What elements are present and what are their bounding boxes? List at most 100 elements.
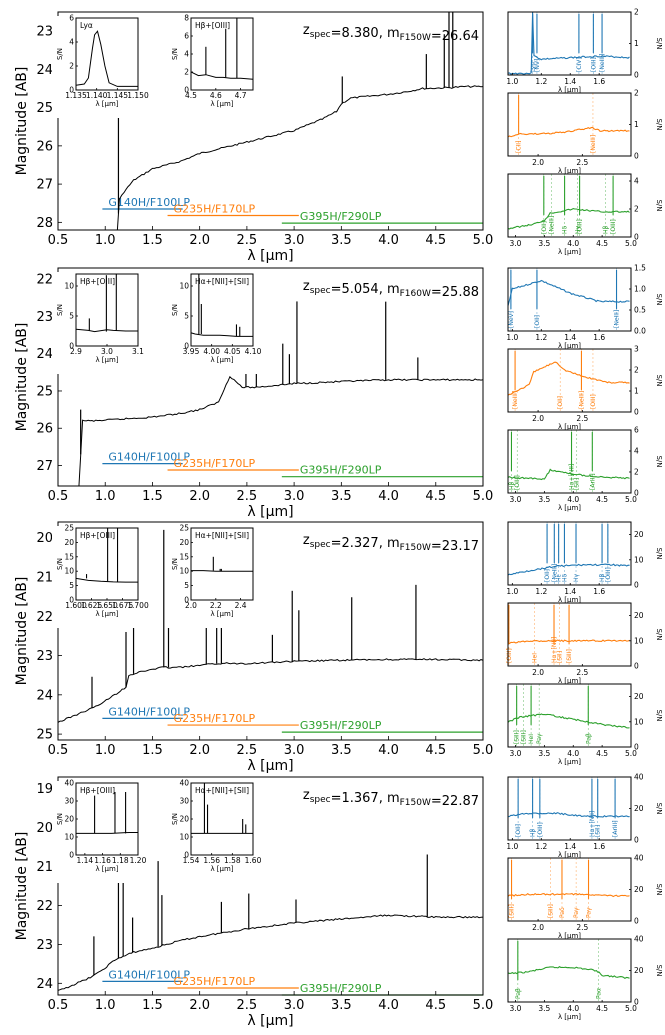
x-tick-label: 4.0 [378, 233, 399, 248]
inset-y-tick-label: 20 [179, 538, 189, 547]
inset-x-tick-label: 1.625 [81, 601, 103, 610]
inset-line-label: Lyα [80, 21, 93, 30]
x-tick-label: 4.5 [425, 998, 446, 1013]
line-id-label: [ArIII] [612, 820, 619, 837]
line-id-label: [SII] [556, 651, 563, 663]
x-tick-label: 2.0 [189, 998, 210, 1013]
side-y-tick-label: 20 [634, 885, 644, 894]
inset-y-tick-label: 20 [64, 815, 74, 824]
side-frame [507, 11, 632, 76]
y-axis-label: Magnitude [AB] [14, 832, 30, 941]
side-y-tick-label: 1 [634, 39, 639, 48]
side-x-tick-label: 4.0 [567, 495, 579, 504]
y-tick-label: 23 [36, 938, 53, 953]
inset-y-tick-label: 10 [179, 282, 189, 291]
inset-x-tick-label: 4.10 [245, 347, 262, 356]
x-tick-label: 0.5 [48, 743, 69, 758]
grating-range-label: G395H/F290LP [300, 210, 382, 223]
y-tick-label: 25 [36, 728, 53, 743]
side-y-tick-label: 0 [634, 71, 639, 80]
z-label: z [303, 788, 310, 803]
inset-x-label: λ [μm] [95, 356, 118, 364]
inset-spectrum [191, 332, 253, 337]
side-frame [507, 173, 632, 238]
y-tick-label: 19 [36, 782, 53, 797]
inset-y-label: S/N [171, 304, 179, 316]
inset-y-label: S/N [171, 813, 179, 825]
inset-y-tick-label: 10 [64, 567, 74, 576]
line-id-label: Hα+[NII] [551, 637, 558, 663]
line-id-label: [SII] [595, 825, 602, 837]
grating-range-label: G395H/F290LP [300, 464, 382, 477]
side-y-tick-label: 0 [634, 233, 639, 242]
inset-line-label: Hα+[NII]+[SII] [195, 531, 249, 540]
x-tick-label: 3.0 [284, 489, 305, 504]
line-id-label: Paβ [515, 988, 522, 999]
grating-range-label: G395H/F290LP [300, 719, 382, 732]
inset-y-tick-label: 0 [69, 596, 74, 605]
side-x-tick-label: 2.0 [532, 923, 544, 932]
x-axis-label: λ [μm] [247, 248, 293, 264]
x-tick-label: 2.0 [189, 743, 210, 758]
side-y-tick-label: 40 [634, 773, 644, 782]
side-x-tick-label: 1.6 [593, 77, 605, 86]
side-spectrum [508, 12, 630, 75]
line-id-label: Hβ [599, 573, 606, 582]
line-id-label: Paδ [559, 907, 566, 918]
side-x-tick-label: 1.0 [506, 587, 518, 596]
line-id-label: [SIII] [547, 904, 554, 918]
inset-y-tick-label: 6 [69, 14, 74, 23]
y-tick-label: 24 [36, 63, 53, 78]
inset-y-tick-label: 10 [64, 282, 74, 291]
side-y-tick-label: 1 [634, 387, 639, 396]
inset-spectrum [76, 832, 138, 834]
spectrum-line [78, 375, 483, 486]
z-subscript: spec [310, 795, 331, 805]
x-tick-label: 1.0 [95, 233, 116, 248]
line-id-label: [OII] [534, 315, 541, 328]
redshift-annotation: zspec=5.054, mF160W=25.88 [303, 279, 479, 300]
side-y-tick-label: 0 [634, 152, 639, 161]
side-y-tick-label: 20 [634, 530, 644, 539]
side-y-tick-label: 0 [634, 836, 639, 845]
y-tick-label: 23 [36, 25, 53, 40]
side-x-tick-label: 3.5 [538, 749, 550, 758]
inset-x-tick-label: 4.7 [235, 91, 247, 100]
y-tick-label: 23 [36, 310, 53, 325]
side-x-tick-label: 4.5 [596, 495, 608, 504]
y-tick-label: 22 [36, 273, 53, 288]
inset-y-tick-label: 40 [64, 779, 74, 788]
x-tick-label: 2.5 [237, 998, 258, 1013]
inset-frame [190, 273, 254, 347]
inset-y-tick-label: 2 [184, 68, 189, 77]
line-id-label: Hδ [562, 225, 569, 234]
inset-y-tick-label: 0 [184, 851, 189, 860]
inset-line-label: Hβ+[OIII] [80, 277, 115, 286]
y-tick-label: 22 [36, 610, 53, 625]
y-tick-label: 21 [36, 860, 53, 875]
side-y-tick-label: 2 [634, 205, 639, 214]
grating-range-label: G395H/F290LP [300, 982, 382, 995]
side-y-tick-label: 2 [634, 89, 639, 98]
y-tick-label: 28 [36, 216, 53, 231]
line-id-label: [OII] [557, 396, 564, 409]
x-tick-label: 2.5 [237, 233, 258, 248]
line-id-label: HeI [528, 734, 535, 744]
y-tick-label: 26 [36, 139, 53, 154]
side-x-tick-label: 1.4 [564, 842, 576, 851]
side-y-tick-label: 0 [634, 581, 639, 590]
side-x-tick-label: 1.0 [506, 842, 518, 851]
line-id-label: [OII] [541, 221, 548, 234]
inset-y-tick-label: 10 [64, 833, 74, 842]
main-axes-frame [57, 776, 484, 996]
inset-background [167, 16, 259, 118]
m-subscript: F150W [400, 33, 431, 43]
line-id-label: [NeIII] [599, 54, 606, 72]
side-panel: [OIII] HeI Hα+[NII][SII] [SIII] 2.0 2.5λ [μm]… [506, 602, 663, 685]
z-value: =2.327 [331, 536, 379, 551]
